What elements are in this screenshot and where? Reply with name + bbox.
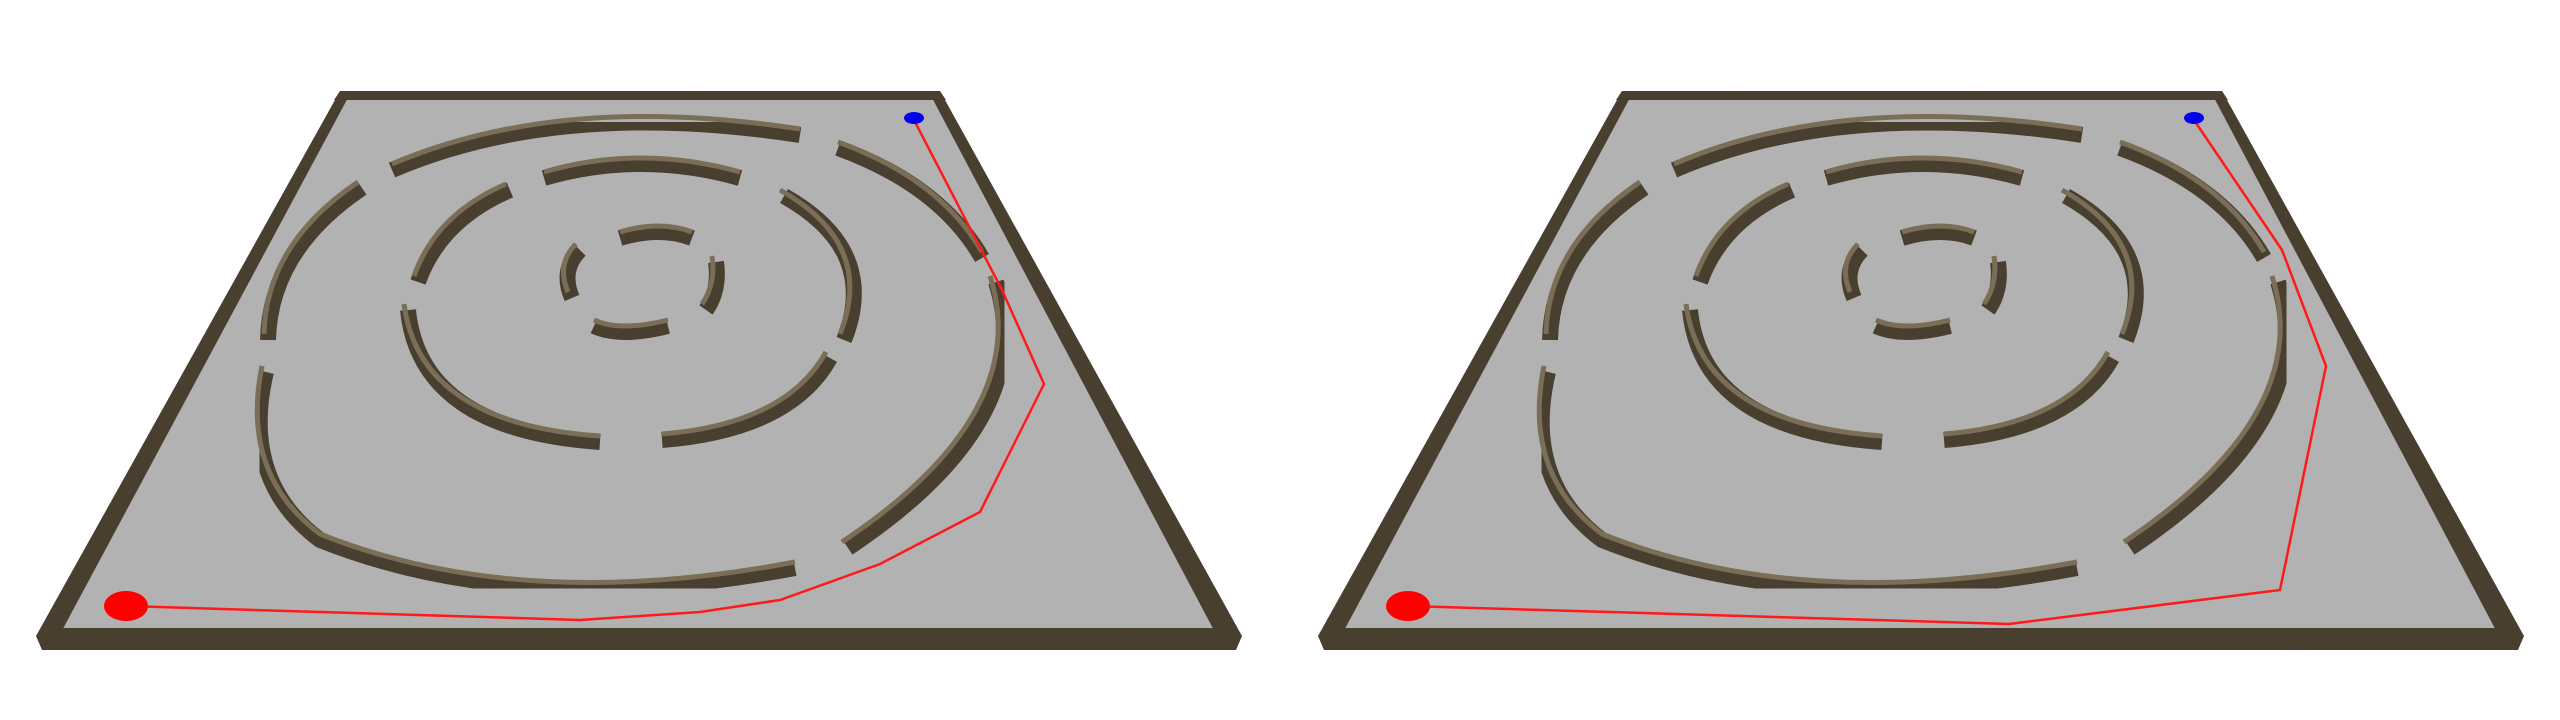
ring-wall-outer-2 [2117, 140, 2271, 263]
ring-wall-middle-1-top [1825, 155, 2023, 175]
ring-wall-outer-3-top [840, 275, 1001, 545]
ring-wall-middle-5-top [411, 181, 507, 277]
ring-wall-outer-1-top [1673, 113, 2083, 167]
boundary-wall-bottom [1318, 628, 2524, 650]
ring-wall-inner-4 [559, 244, 586, 302]
ring-wall-inner-2 [1981, 260, 2007, 315]
ring-wall-outer-1 [1670, 114, 2084, 178]
ring-wall-middle-1 [541, 156, 743, 186]
maze-scene-left [36, 91, 1242, 650]
ring-wall-middle-2-top [2060, 187, 2135, 335]
planned-path-right [1407, 119, 2328, 626]
ring-wall-outer-1-top [391, 113, 801, 167]
ring-wall-inner-3-top [592, 317, 669, 329]
ring-wall-middle-3 [1943, 353, 2119, 448]
ring-wall-inner-3 [590, 318, 670, 340]
ring-wall-inner-3-top [1874, 317, 1951, 329]
ring-wall-inner-2-top [699, 255, 716, 306]
ring-wall-inner-4 [1841, 244, 1868, 302]
ring-wall-inner-2-top [1981, 255, 1998, 306]
boundary-wall-right [2212, 91, 2524, 644]
ring-wall-middle-3-top [1943, 350, 2111, 437]
ring-wall-middle-5 [410, 182, 514, 285]
ring-wall-middle-5 [1692, 182, 1796, 285]
ring-wall-inner-1-top [619, 223, 693, 235]
ring-wall-middle-2-top [778, 187, 853, 335]
ring-wall-outer-4-top [254, 365, 796, 585]
ring-wall-inner-3 [1872, 318, 1952, 340]
boundary-wall-top [334, 91, 946, 100]
ring-wall-outer-3 [843, 279, 1013, 555]
boundary-wall-bottom [36, 628, 1242, 650]
boundary-wall-right [930, 91, 1242, 644]
ring-wall-middle-1 [1823, 156, 2025, 186]
start-marker [1386, 591, 1430, 621]
goal-marker [2184, 112, 2204, 124]
ring-wall-inner-4-top [1843, 242, 1860, 293]
ring-wall-outer-3-top [2122, 275, 2283, 545]
ring-wall-outer-2 [835, 140, 989, 263]
maze-scene-right [1318, 91, 2524, 650]
ring-wall-middle-4-top [1683, 303, 1883, 439]
ring-wall-outer-3 [2125, 279, 2295, 555]
boundary-wall-top [1616, 91, 2228, 100]
ring-wall-outer-5-top [1543, 179, 1642, 335]
start-marker [104, 591, 148, 621]
ring-wall-inner-1 [617, 224, 695, 246]
ring-wall-inner-1-top [1901, 223, 1975, 235]
goal-marker [904, 112, 924, 124]
ring-wall-inner-1 [1899, 224, 1977, 246]
ring-wall-middle-1-top [543, 155, 741, 175]
ring-wall-inner-4-top [561, 242, 578, 293]
maze-floor [1324, 93, 2518, 644]
ring-wall-outer-2-top [837, 139, 985, 254]
ring-wall-outer-5 [1542, 181, 1649, 341]
ring-wall-outer-2-top [2119, 139, 2267, 254]
ring-wall-outer-4-top [1536, 365, 2078, 585]
ring-wall-middle-3 [661, 353, 837, 448]
ring-wall-inner-2 [699, 260, 725, 315]
boundary-wall-left [1318, 91, 1632, 644]
ring-wall-middle-3-top [661, 350, 829, 437]
ring-wall-outer-5 [260, 181, 367, 341]
ring-wall-middle-4-top [401, 303, 601, 439]
ring-wall-middle-5-top [1693, 181, 1789, 277]
boundary-wall-left [36, 91, 350, 644]
maze-floor [42, 93, 1236, 644]
ring-wall-outer-1 [388, 114, 802, 178]
ring-wall-outer-5-top [261, 179, 360, 335]
planned-path-left [125, 119, 1046, 622]
